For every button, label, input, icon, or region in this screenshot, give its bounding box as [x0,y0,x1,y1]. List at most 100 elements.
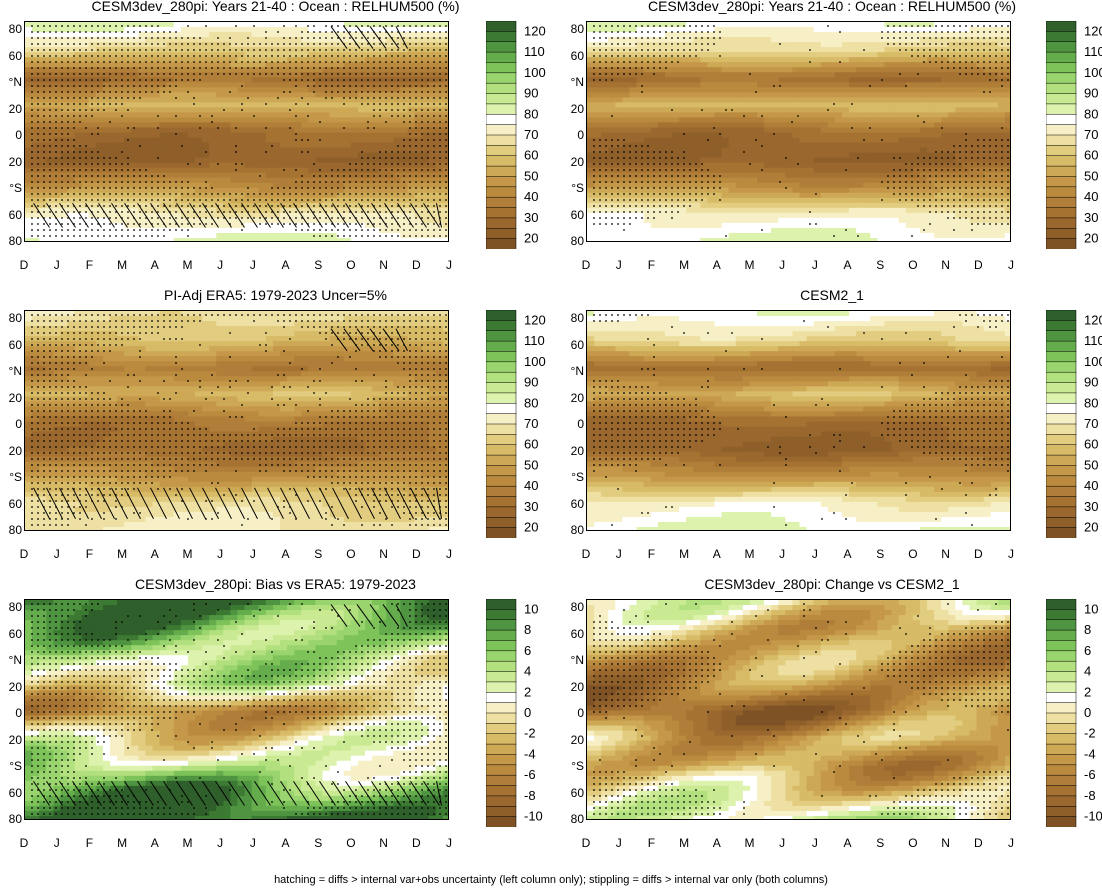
heatmap-cell [414,32,423,38]
heatmap-cell [679,47,687,53]
heatmap-cell [393,22,402,28]
heatmap-cell [131,57,139,63]
heatmap-cell [799,47,808,53]
colorbar-tick-label: 30 [524,210,538,225]
stipple-dot [199,193,201,195]
heatmap-cell [74,162,83,169]
stipple-dot [61,175,63,177]
heatmap-cell [308,167,317,174]
stipple-dot [67,241,69,242]
heatmap-cell [138,182,147,189]
stipple-dot [289,61,291,63]
heatmap-cell [336,52,345,58]
heatmap-cell [428,37,437,43]
stipple-dot [49,25,51,27]
heatmap-cell [138,177,147,184]
heatmap-svg [587,22,1010,241]
heatmap-cell [187,237,196,241]
heatmap-cell [159,107,168,114]
stipple-dot [433,85,435,87]
stipple-dot [319,49,321,51]
stipple-dot [79,37,81,39]
heatmap-cell [53,97,62,103]
stipple-dot [85,187,87,189]
heatmap-cell [962,37,971,43]
hatch-line [176,202,193,228]
stipple-dot [361,187,363,189]
stipple-dot [223,109,225,111]
stipple-dot [361,193,363,195]
heatmap-cell [400,97,409,103]
heatmap-cell [81,127,90,134]
heatmap-cell [272,222,281,229]
heatmap-cell [195,167,203,174]
stipple-dot [271,145,273,147]
stipple-dot [85,211,87,213]
heatmap-cell [39,192,47,199]
heatmap-cell [180,152,189,159]
heatmap-cell [32,127,40,134]
heatmap-cell [195,212,203,219]
heatmap-cell [884,27,893,33]
heatmap-cell [400,87,409,93]
y-tick-label: 80 [0,22,22,36]
stipple-dot [79,115,81,117]
stipple-dot [187,163,189,165]
stipple-dot [121,193,123,195]
stipple-dot [109,121,111,123]
heatmap-cell [301,172,309,179]
heatmap-cell [195,202,203,209]
stipple-dot [391,193,393,195]
heatmap-cell [166,107,175,114]
heatmap-cell [53,142,62,149]
heatmap-cell [67,37,76,43]
stipple-dot [79,43,81,45]
heatmap-cell [81,162,90,169]
heatmap-cell [60,192,69,199]
stipple-dot [55,37,57,39]
stipple-dot [427,121,429,123]
heatmap-cell [95,77,104,83]
heatmap-cell [25,137,33,144]
stipple-dot [415,157,417,159]
stipple-dot [103,175,105,177]
heatmap-cell [372,87,380,93]
heatmap-cell [88,62,97,68]
heatmap-cell [428,217,437,224]
heatmap-cell [180,117,189,124]
heatmap-cell [223,152,232,159]
stipple-dot [223,67,225,69]
heatmap-cell [778,42,786,48]
stipple-dot [175,31,177,33]
heatmap-cell [827,22,836,28]
heatmap-cell [792,42,801,48]
heatmap-cell [102,127,111,134]
heatmap-cell [265,167,274,174]
heatmap-cell [806,22,815,28]
heatmap-cell [230,87,239,93]
heatmap-cell [400,217,409,224]
heatmap-cell [820,42,829,48]
stipple-dot [151,193,153,195]
stipple-dot [439,103,441,105]
heatmap-cell [173,67,182,73]
heatmap-cell [372,152,380,159]
stipple-dot [97,187,99,189]
stipple-dot [367,67,369,69]
heatmap-cell [735,42,744,48]
stipple-dot [91,217,93,219]
stipple-dot [193,79,195,81]
stipple-dot [55,25,57,27]
heatmap-cell [657,47,666,53]
heatmap-cell [202,92,210,98]
stipple-dot [427,175,429,177]
heatmap-cell [244,72,253,78]
heatmap-cell [435,127,444,134]
stipple-dot [397,211,399,213]
heatmap-cell [81,97,90,103]
heatmap-cell [46,22,54,28]
heatmap-cell [145,142,154,149]
heatmap-cell [74,132,83,139]
heatmap-cell [131,127,139,134]
heatmap-cell [145,107,154,114]
